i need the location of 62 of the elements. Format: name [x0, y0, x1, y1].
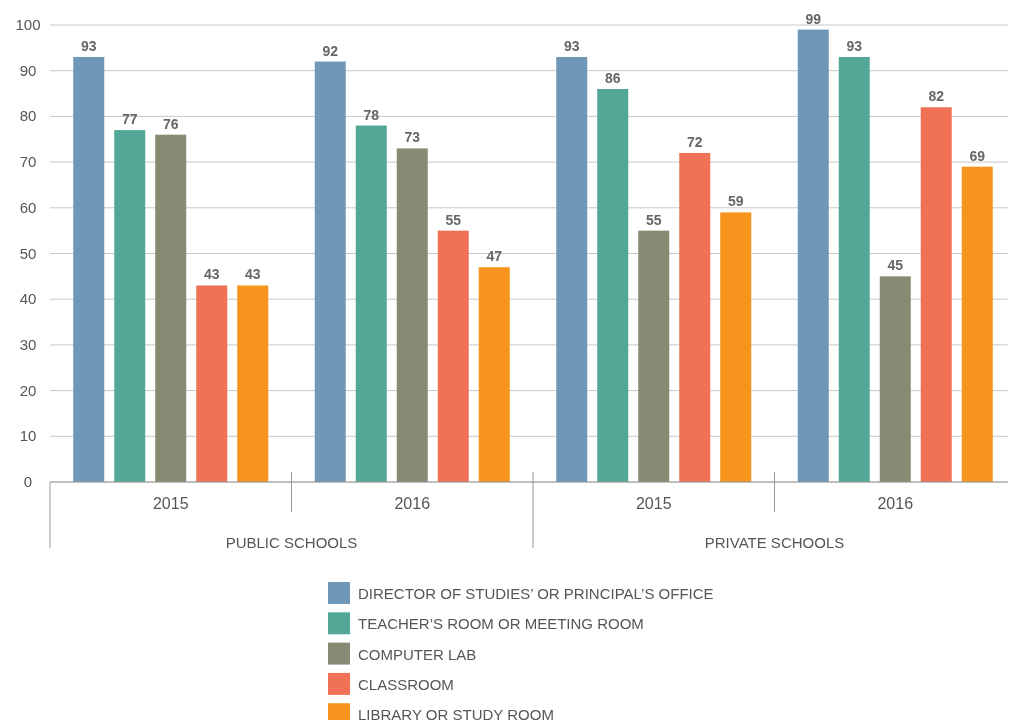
legend-label: TEACHER’S ROOM OR MEETING ROOM: [358, 615, 644, 633]
data-label: 55: [645, 211, 662, 228]
bar: [155, 134, 187, 482]
data-label: 77: [121, 111, 138, 128]
y-tick-label: 30: [19, 335, 37, 353]
bar: [679, 152, 711, 482]
bar: [355, 125, 387, 482]
y-tick-label: 80: [19, 107, 37, 125]
x-tick-label: 2016: [877, 495, 914, 512]
legend-label: LIBRARY OR STUDY ROOM: [358, 706, 554, 722]
data-label: 59: [727, 193, 744, 210]
data-label: 69: [969, 147, 986, 164]
data-label: 73: [404, 129, 421, 146]
bar: [720, 212, 752, 482]
legend-label: CLASSROOM: [358, 675, 454, 693]
y-tick-label: 40: [19, 290, 37, 308]
x-tick-label: 2015: [152, 495, 189, 512]
bar: [879, 276, 911, 482]
x-tick-label: 2016: [394, 495, 431, 512]
data-label: 78: [363, 106, 380, 123]
bar: [638, 230, 670, 482]
data-label: 45: [887, 257, 904, 274]
bar: [196, 285, 228, 482]
y-tick-label: 10: [19, 427, 37, 445]
bar: [597, 88, 629, 482]
text: PUBLIC SCHOOLS: [225, 534, 358, 551]
y-tick-label: 20: [19, 381, 37, 399]
bar: [237, 285, 269, 482]
bar: [838, 56, 870, 482]
bar: [437, 230, 469, 482]
y-tick-label: 60: [19, 198, 37, 216]
data-label: 92: [322, 42, 339, 59]
data-label: 76: [162, 115, 179, 132]
y-tick-label: 90: [19, 61, 37, 79]
y-tick-label: 0: [23, 473, 33, 490]
bar: [314, 61, 346, 482]
bar: [797, 29, 829, 482]
data-label: 82: [928, 88, 945, 105]
data-label: 43: [244, 266, 261, 283]
data-label: 93: [563, 37, 580, 54]
y-tick-label: 100: [15, 16, 41, 33]
data-label: 99: [805, 10, 822, 27]
bar: [556, 56, 588, 482]
y-tick-label: 70: [19, 153, 37, 171]
data-label: 55: [445, 211, 462, 228]
x-tick-label: 2015: [635, 495, 672, 512]
bar: [920, 107, 952, 482]
bar: [396, 148, 428, 482]
data-label: 93: [80, 37, 97, 54]
data-label: 72: [686, 133, 703, 150]
y-tick-label: 50: [19, 244, 37, 262]
data-label: 86: [604, 69, 621, 86]
bar: [478, 267, 510, 482]
data-label: 43: [203, 266, 220, 283]
data-label: 93: [846, 37, 863, 54]
text: PRIVATE SCHOOLS: [704, 534, 845, 551]
legend-label: DIRECTOR OF STUDIES’ OR PRINCIPAL’S OFFICE: [358, 585, 714, 602]
legend-label: COMPUTER LAB: [358, 645, 477, 663]
bar: [961, 166, 993, 482]
data-label: 47: [486, 248, 503, 265]
bar: [73, 56, 105, 482]
bar: [114, 130, 146, 482]
